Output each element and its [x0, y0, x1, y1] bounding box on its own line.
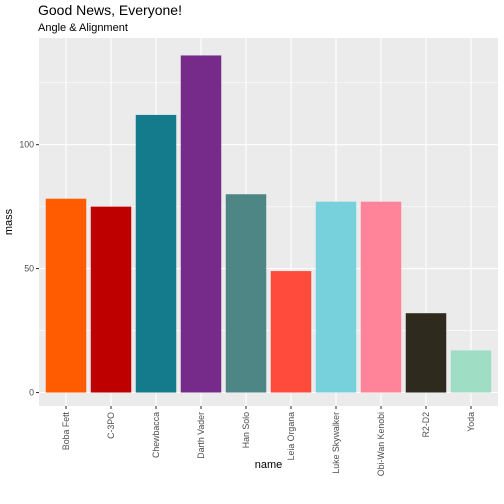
x-tick-label: Darth Vader [196, 412, 206, 459]
x-tick-label: Obi-Wan Kenobi [376, 412, 386, 476]
x-tick-label: Han Solo [241, 412, 251, 448]
x-tick-label: Luke Skywalker [331, 412, 341, 474]
y-tick-label: 100 [19, 140, 34, 150]
y-axis-title: mass [3, 208, 15, 235]
bar [226, 194, 267, 392]
bar [136, 115, 177, 393]
y-axis: 0 50 100 [19, 140, 39, 398]
y-tick-label: 0 [29, 388, 34, 398]
y-tick-label: 50 [24, 264, 34, 274]
bar [361, 202, 402, 393]
x-tick-label: Leia Organa [286, 412, 296, 461]
bar [91, 207, 132, 393]
x-tick-label: Boba Fett [61, 411, 71, 450]
bar [406, 313, 447, 392]
x-axis-title: name [255, 459, 283, 471]
chart-subtitle: Angle & Alignment [38, 22, 128, 34]
x-tick-label: R2-D2 [421, 412, 431, 438]
bar [181, 55, 222, 392]
bar [451, 350, 492, 392]
x-tick-label: C-3PO [106, 412, 116, 439]
bar [271, 271, 312, 392]
bar [46, 199, 87, 393]
x-tick-label: Yoda [466, 412, 476, 432]
chart-title: Good News, Everyone! [38, 2, 182, 18]
x-tick-label: Chewbacca [151, 412, 161, 458]
bar [316, 202, 357, 393]
